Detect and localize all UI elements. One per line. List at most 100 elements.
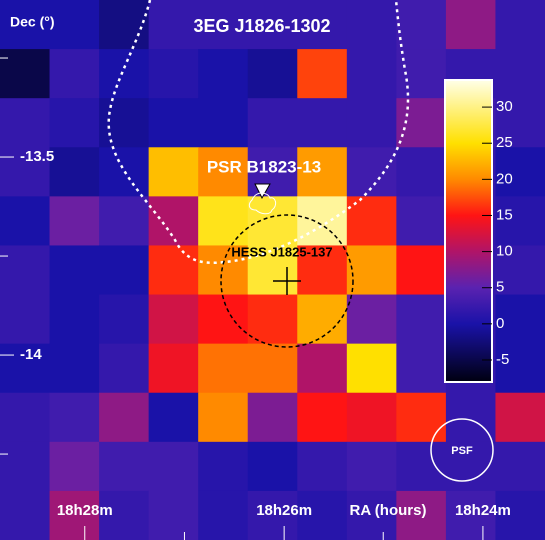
cell bbox=[49, 343, 100, 394]
cell bbox=[495, 490, 545, 540]
cell bbox=[49, 49, 100, 99]
title: 3EG J1826-1302 bbox=[193, 16, 330, 36]
cell bbox=[297, 196, 348, 246]
cell bbox=[346, 294, 397, 345]
cell bbox=[396, 490, 447, 540]
cell bbox=[198, 294, 249, 345]
cell bbox=[198, 196, 249, 246]
cell bbox=[99, 490, 150, 540]
cell bbox=[495, 245, 545, 296]
cell bbox=[148, 343, 199, 394]
cell bbox=[495, 98, 545, 148]
cell bbox=[445, 0, 496, 50]
colorbar-tick-label: -5 bbox=[496, 351, 509, 368]
cell bbox=[99, 441, 150, 492]
cell bbox=[396, 147, 447, 197]
cell bbox=[247, 0, 298, 50]
cell bbox=[495, 196, 545, 246]
cell bbox=[49, 196, 100, 246]
colorbar-tick-label: 0 bbox=[496, 315, 504, 332]
cell bbox=[297, 441, 348, 492]
colorbar-tick-label: 15 bbox=[496, 206, 513, 223]
cell bbox=[148, 294, 199, 345]
cell bbox=[0, 441, 51, 492]
cell bbox=[148, 490, 199, 540]
cell bbox=[297, 294, 348, 345]
y-axis-label: Dec (°) bbox=[10, 14, 55, 30]
cell bbox=[346, 392, 397, 443]
hess-circle bbox=[220, 214, 354, 348]
cell bbox=[445, 490, 496, 540]
cell bbox=[148, 147, 199, 197]
cell bbox=[49, 294, 100, 345]
cell bbox=[297, 245, 348, 296]
cell bbox=[396, 98, 447, 148]
cell bbox=[0, 147, 51, 197]
cell bbox=[0, 196, 51, 246]
cell bbox=[198, 392, 249, 443]
cell bbox=[297, 98, 348, 148]
cell bbox=[247, 196, 298, 246]
psf-circle bbox=[430, 418, 494, 482]
cell bbox=[247, 392, 298, 443]
colorbar-tick-label: 25 bbox=[496, 134, 513, 151]
cell bbox=[297, 49, 348, 99]
cell bbox=[49, 245, 100, 296]
cell bbox=[247, 147, 298, 197]
x-axis-label: RA (hours) bbox=[350, 502, 427, 519]
cell bbox=[396, 245, 447, 296]
cell bbox=[99, 49, 150, 99]
cell bbox=[346, 245, 397, 296]
cell bbox=[346, 147, 397, 197]
cell bbox=[297, 0, 348, 50]
cell bbox=[346, 98, 397, 148]
y-tick-label: -14 bbox=[20, 346, 42, 363]
cell bbox=[148, 49, 199, 99]
cell bbox=[495, 0, 545, 50]
cell bbox=[495, 147, 545, 197]
cell bbox=[0, 294, 51, 345]
cell bbox=[148, 98, 199, 148]
cell bbox=[99, 245, 150, 296]
cell bbox=[49, 0, 100, 50]
cell bbox=[49, 490, 100, 540]
cell bbox=[247, 490, 298, 540]
egret-contour bbox=[107, 0, 410, 264]
cell bbox=[148, 0, 199, 50]
cell bbox=[148, 441, 199, 492]
cell bbox=[49, 98, 100, 148]
cell bbox=[49, 441, 100, 492]
cell bbox=[297, 392, 348, 443]
cell bbox=[198, 147, 249, 197]
cell bbox=[99, 0, 150, 50]
cell bbox=[198, 245, 249, 296]
cell bbox=[99, 196, 150, 246]
x-tick-label: 18h26m bbox=[256, 502, 312, 519]
cell bbox=[297, 147, 348, 197]
cell bbox=[247, 441, 298, 492]
x-tick-label: 18h24m bbox=[455, 502, 511, 519]
cell bbox=[49, 392, 100, 443]
annotation: PSR B1823-13 bbox=[207, 157, 321, 176]
cell bbox=[99, 98, 150, 148]
cell bbox=[346, 343, 397, 394]
cell bbox=[99, 294, 150, 345]
cell bbox=[247, 343, 298, 394]
cell bbox=[396, 0, 447, 50]
colorbar-tick-label: 30 bbox=[496, 98, 513, 115]
cell bbox=[495, 294, 545, 345]
cell bbox=[396, 49, 447, 99]
colorbar-tick-label: 20 bbox=[496, 170, 513, 187]
cell bbox=[495, 343, 545, 394]
cell bbox=[346, 0, 397, 50]
annotation: PSF bbox=[451, 445, 473, 457]
cell bbox=[396, 294, 447, 345]
cell bbox=[247, 245, 298, 296]
cell bbox=[396, 392, 447, 443]
cell bbox=[0, 0, 51, 50]
cell bbox=[346, 490, 397, 540]
cell bbox=[198, 98, 249, 148]
